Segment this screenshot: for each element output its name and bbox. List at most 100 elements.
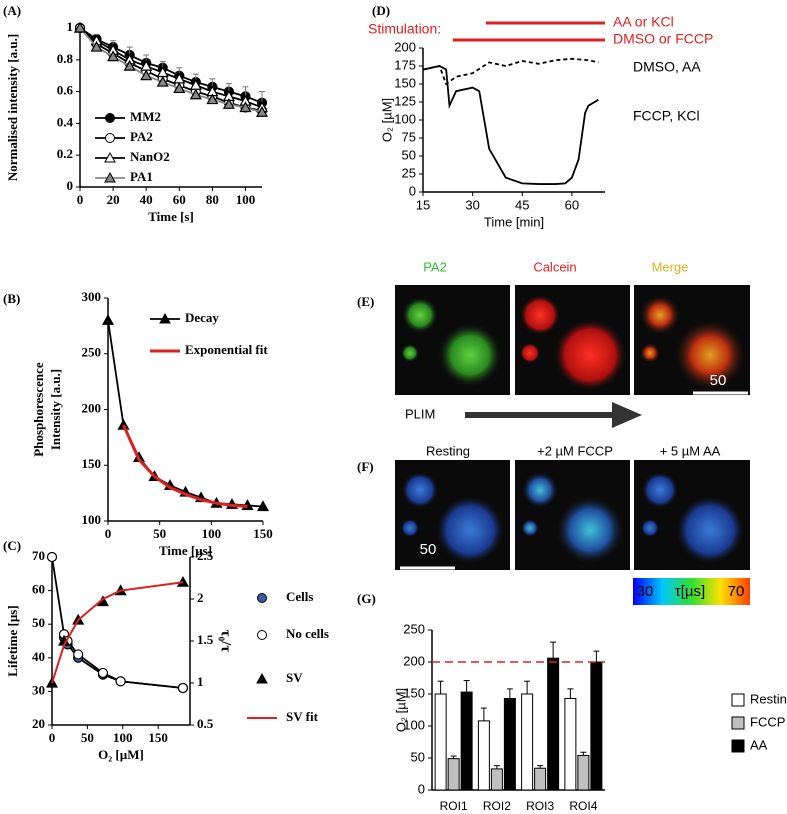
colorbar-min: 30	[637, 583, 654, 600]
legend-label: MM2	[130, 109, 161, 124]
cell	[401, 344, 419, 362]
legend-marker	[257, 593, 267, 603]
image-label: Resting	[426, 443, 470, 458]
panel-label: (F)	[357, 459, 374, 474]
y-tick-label: 75	[402, 129, 416, 144]
marker	[156, 75, 169, 87]
cell	[520, 295, 560, 335]
marker	[107, 50, 120, 62]
x-tick-label: 50	[153, 526, 166, 541]
y-tick-label: 0.6	[57, 83, 74, 98]
y2-axis-label: τ₀/τ	[218, 630, 234, 653]
x-tick-label: 100	[113, 730, 133, 745]
y-tick-label: 40	[32, 649, 45, 664]
y-tick-label: 150	[82, 456, 102, 471]
y-tick-label: 0	[409, 183, 416, 198]
series-line	[422, 65, 599, 185]
bar	[503, 697, 516, 791]
x-tick-label: ROI4	[569, 799, 597, 813]
y-tick-label: 70	[32, 548, 45, 563]
bar	[547, 657, 560, 791]
y2-tick-label: 2	[197, 590, 204, 605]
y-tick-label: 200	[82, 400, 102, 415]
legend-label: SV	[286, 670, 303, 685]
bar	[521, 693, 534, 791]
y2-tick-label: 1.5	[197, 632, 214, 647]
panel-label: (A)	[3, 3, 21, 18]
legend-swatch	[731, 716, 745, 730]
bar	[577, 754, 590, 791]
y-tick-label: 0.2	[57, 146, 73, 161]
bar	[477, 720, 490, 791]
x-tick-label: ROI2	[483, 799, 511, 813]
cell	[520, 343, 540, 363]
image-label: Calcein	[533, 259, 576, 274]
panel-label: (C)	[3, 538, 21, 553]
y-tick-label: 250	[403, 621, 425, 636]
legend-marker	[257, 630, 267, 640]
series-line	[422, 57, 599, 86]
series-label: FCCP, KCl	[633, 108, 700, 124]
series-line	[79, 27, 263, 114]
y-tick-label: 300	[82, 289, 102, 304]
micrograph-f	[395, 460, 750, 605]
x-tick-label: 60	[565, 197, 579, 212]
y-tick-label: 30	[32, 682, 45, 697]
legend-label: SV fit	[286, 709, 319, 724]
stimulation-label: DMSO or FCCP	[613, 31, 713, 47]
series-line	[79, 27, 263, 109]
y-tick-label: 60	[32, 582, 45, 597]
bar	[447, 758, 460, 791]
marker	[140, 69, 153, 81]
marker	[117, 418, 130, 430]
y-tick-label: 150	[403, 685, 425, 700]
y-axis-label: Normalised intensity [a.u.]	[5, 34, 20, 181]
y-axis-label: O₂ [µM]	[393, 688, 408, 732]
y-tick-label: 50	[32, 615, 45, 630]
x-axis-label: Time [s]	[148, 209, 194, 224]
y-tick-label: 100	[82, 512, 102, 527]
marker	[222, 98, 235, 109]
x-tick-label: 30	[465, 197, 479, 212]
series-label: DMSO, AA	[633, 59, 701, 75]
marker	[73, 649, 84, 660]
cell	[438, 323, 502, 387]
cell	[436, 496, 504, 564]
colorbar-max: 70	[728, 583, 745, 600]
marker	[97, 667, 109, 679]
x-axis-label: Time [min]	[484, 214, 544, 229]
bar	[564, 697, 577, 791]
annotation: Stimulation:	[368, 21, 441, 37]
marker	[239, 101, 252, 113]
cell	[556, 496, 624, 564]
marker	[90, 40, 103, 52]
panel-label: (B)	[3, 291, 20, 306]
legend-label: PA2	[130, 129, 153, 144]
y-tick-label: 175	[394, 57, 416, 72]
y-tick-label: 0	[418, 781, 425, 796]
y2-tick-label: 1	[197, 674, 204, 689]
x-tick-label: 0	[77, 192, 84, 207]
colorbar-title: τ[µs]	[675, 583, 705, 600]
y-tick-label: 50	[402, 147, 416, 162]
bar	[534, 767, 547, 791]
image-label: +2 µM FCCP	[537, 443, 613, 458]
y-tick-label: 25	[402, 165, 416, 180]
legend-marker	[104, 151, 116, 163]
cell	[641, 519, 659, 537]
x-tick-label: 100	[236, 192, 256, 207]
x-tick-label: ROI3	[526, 799, 554, 813]
marker	[46, 551, 58, 563]
image-label: PA2	[423, 259, 447, 274]
colorbar	[633, 578, 750, 605]
marker	[73, 21, 87, 33]
image-label: + 5 µM AA	[660, 443, 721, 458]
series-line	[122, 424, 248, 509]
y-axis-label: Intensity [a.u.]	[48, 369, 63, 450]
x-axis-label: O₂ [µM]	[98, 747, 144, 762]
marker	[189, 88, 202, 100]
y-tick-label: 0.8	[57, 51, 74, 66]
y-tick-label: 100	[394, 111, 416, 126]
y-axis-label: O₂ [µM]	[379, 98, 394, 142]
